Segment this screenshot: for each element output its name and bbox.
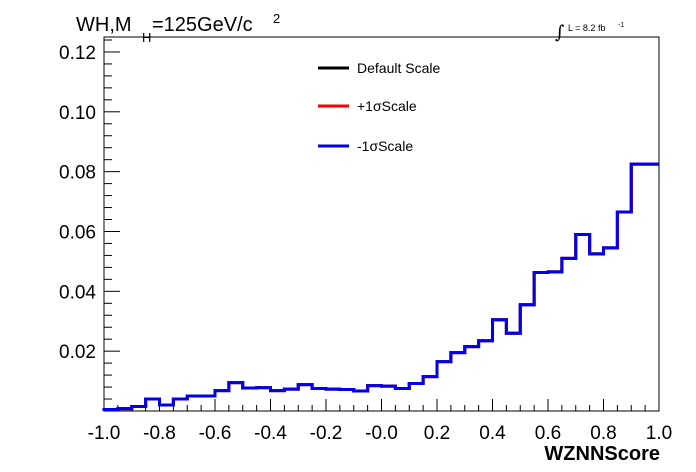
series-line-2 [102, 162, 659, 412]
title-rest-text: =125GeV/c [152, 14, 253, 36]
x-tick-label: -0.4 [254, 423, 287, 444]
x-tick-label: -1.0 [88, 423, 121, 444]
x-tick-label: -0.8 [143, 423, 176, 444]
x-axis-label: WZNNScore [544, 443, 660, 465]
y-tick-label: 0.02 [59, 342, 96, 363]
y-tick-label: 0.08 [59, 163, 96, 184]
x-axis: -1.0 -0.8 -0.6 -0.4 -0.2 -0.0 0.2 0.4 0.6 0.8 1.0 [88, 399, 672, 444]
x-tick-label: 0.8 [590, 423, 616, 444]
legend-label-default: Default Scale [357, 60, 440, 76]
x-tick-label: 0.4 [479, 423, 506, 444]
y-tick-label: 0.10 [59, 103, 96, 124]
x-tick-label: 1.0 [646, 423, 672, 444]
y-axis: 0.02 0.04 0.06 0.08 0.10 0.12 [59, 39, 120, 412]
series-line-0 [102, 162, 659, 412]
integral-symbol: ∫ [555, 22, 565, 43]
y-tick-label: 0.06 [59, 222, 96, 243]
legend-label-minus1sigma: -1σScale [357, 138, 413, 154]
y-tick-label: 0.12 [59, 43, 96, 64]
x-tick-label: -0.6 [199, 423, 232, 444]
plot-frame [103, 36, 660, 412]
luminosity-superscript: -1 [618, 22, 624, 29]
x-tick-label: -0.0 [365, 423, 398, 444]
x-tick-label: 0.2 [424, 423, 450, 444]
series-layer [102, 162, 659, 412]
x-tick-label: -0.2 [310, 423, 343, 444]
luminosity-label: ∫ L = 8.2 fb -1 [555, 22, 624, 43]
y-tick-label: 0.04 [59, 282, 96, 303]
luminosity-text: L = 8.2 fb [568, 23, 605, 33]
title-main-text: WH,M [76, 14, 132, 36]
legend-label-plus1sigma: +1σScale [357, 98, 417, 114]
x-tick-label: 0.6 [535, 423, 561, 444]
title-superscript: 2 [273, 11, 280, 26]
legend: Default Scale +1σScale -1σScale [318, 60, 440, 154]
series-line-1 [102, 162, 659, 412]
